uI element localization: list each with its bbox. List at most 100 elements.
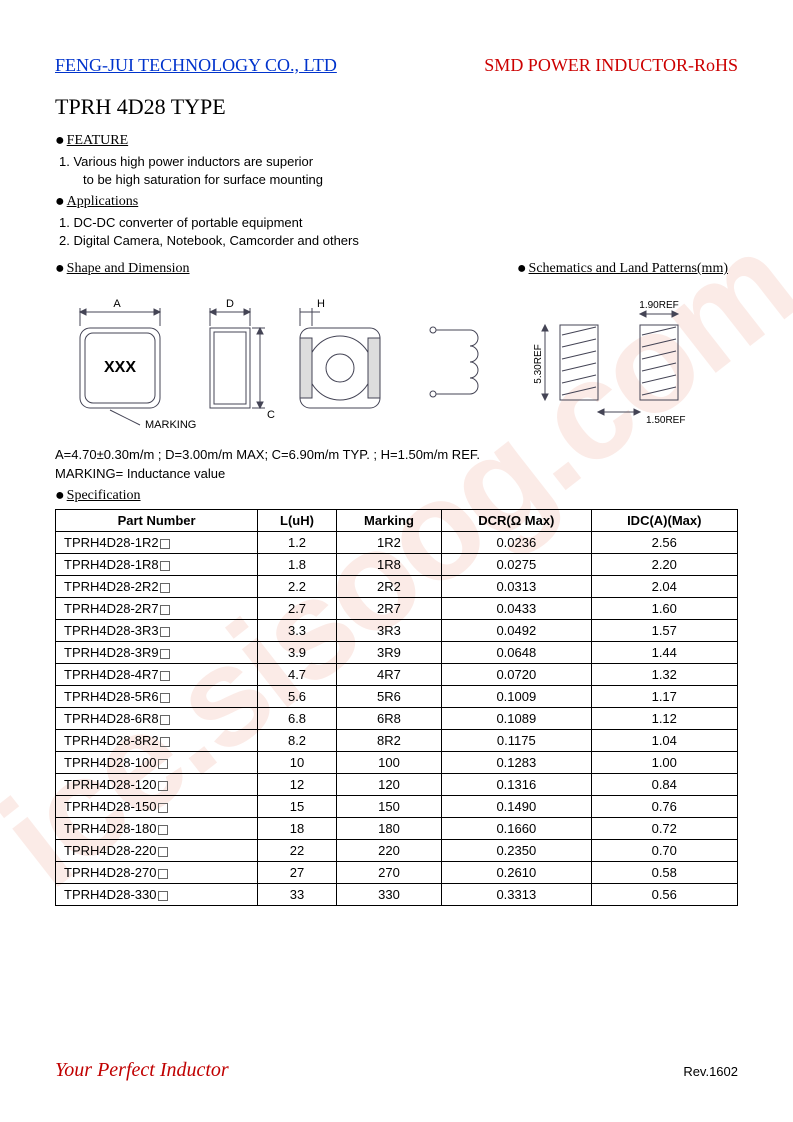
bullet-icon: ● — [55, 193, 65, 211]
feature-heading: ●FEATURE — [55, 132, 738, 150]
bullet-icon: ● — [55, 132, 65, 150]
cell: 22 — [258, 840, 337, 862]
cell: 0.3313 — [442, 884, 591, 906]
table-row: TPRH4D28-270272700.26100.58 — [56, 862, 738, 884]
cell: 5R6 — [336, 686, 441, 708]
footer: Your Perfect Inductor Rev.1602 — [55, 1059, 738, 1082]
cell-part-number: TPRH4D28-2R2 — [56, 576, 258, 598]
cell-part-number: TPRH4D28-4R7 — [56, 664, 258, 686]
table-row: TPRH4D28-150151500.14900.76 — [56, 796, 738, 818]
cell-part-number: TPRH4D28-2R7 — [56, 598, 258, 620]
product-header: SMD POWER INDUCTOR-RoHS — [484, 55, 738, 76]
cell: 8.2 — [258, 730, 337, 752]
cell: 1.12 — [591, 708, 737, 730]
cell: 1.44 — [591, 642, 737, 664]
cell: 10 — [258, 752, 337, 774]
specification-title: Specification — [67, 488, 141, 504]
cell: 6.8 — [258, 708, 337, 730]
cell: 0.0433 — [442, 598, 591, 620]
feature-line-2: to be high saturation for surface mounti… — [83, 172, 738, 187]
header-row: FENG-JUI TECHNOLOGY CO., LTD SMD POWER I… — [55, 55, 738, 76]
shape-title: Shape and Dimension — [67, 261, 190, 277]
cell: 0.56 — [591, 884, 737, 906]
cell-part-number: TPRH4D28-220 — [56, 840, 258, 862]
table-row: TPRH4D28-1R21.21R20.02362.56 — [56, 532, 738, 554]
cell: 2.04 — [591, 576, 737, 598]
cell-part-number: TPRH4D28-8R2 — [56, 730, 258, 752]
cell: 0.0648 — [442, 642, 591, 664]
cell: 0.0313 — [442, 576, 591, 598]
table-row: TPRH4D28-4R74.74R70.07201.32 — [56, 664, 738, 686]
cell: 18 — [258, 818, 337, 840]
schematic-title: Schematics and Land Patterns(mm) — [529, 261, 728, 277]
cell: 2R7 — [336, 598, 441, 620]
cell: 180 — [336, 818, 441, 840]
cell: 3R9 — [336, 642, 441, 664]
col-inductance: L(uH) — [258, 510, 337, 532]
applications-heading: ●Applications — [55, 193, 738, 211]
cell: 15 — [258, 796, 337, 818]
cell-part-number: TPRH4D28-5R6 — [56, 686, 258, 708]
cell: 3.3 — [258, 620, 337, 642]
cell: 120 — [336, 774, 441, 796]
cell-part-number: TPRH4D28-3R3 — [56, 620, 258, 642]
dim-h-label: H — [317, 298, 325, 310]
cell-part-number: TPRH4D28-3R9 — [56, 642, 258, 664]
dim-c-label: C — [267, 409, 275, 421]
marking-label: MARKING — [145, 419, 196, 430]
cell: 33 — [258, 884, 337, 906]
cell: 0.76 — [591, 796, 737, 818]
cell: 1.00 — [591, 752, 737, 774]
cell: 5.6 — [258, 686, 337, 708]
pad-width-label: 1.90REF — [639, 300, 678, 311]
cell: 27 — [258, 862, 337, 884]
cell: 0.0492 — [442, 620, 591, 642]
cell: 0.70 — [591, 840, 737, 862]
cell-part-number: TPRH4D28-150 — [56, 796, 258, 818]
cell: 3R3 — [336, 620, 441, 642]
cell: 0.1316 — [442, 774, 591, 796]
cell: 0.1009 — [442, 686, 591, 708]
table-row: TPRH4D28-2R22.22R20.03132.04 — [56, 576, 738, 598]
cell: 150 — [336, 796, 441, 818]
cell: 0.0275 — [442, 554, 591, 576]
table-row: TPRH4D28-8R28.28R20.11751.04 — [56, 730, 738, 752]
cell-part-number: TPRH4D28-6R8 — [56, 708, 258, 730]
schematic-land-pattern-diagram: 1.90REF 1.50REF 5.30REF — [415, 290, 738, 435]
col-idc: IDC(A)(Max) — [591, 510, 737, 532]
table-row: TPRH4D28-100101000.12831.00 — [56, 752, 738, 774]
cell: 0.58 — [591, 862, 737, 884]
cell: 0.1175 — [442, 730, 591, 752]
table-row: TPRH4D28-5R65.65R60.10091.17 — [56, 686, 738, 708]
table-row: TPRH4D28-1R81.81R80.02752.20 — [56, 554, 738, 576]
dim-a-label: A — [113, 298, 121, 310]
cell: 8R2 — [336, 730, 441, 752]
cell: 330 — [336, 884, 441, 906]
cell: 1R8 — [336, 554, 441, 576]
pad-gap-label: 1.50REF — [646, 415, 685, 426]
cell-part-number: TPRH4D28-180 — [56, 818, 258, 840]
cell: 1.04 — [591, 730, 737, 752]
table-row: TPRH4D28-3R93.93R90.06481.44 — [56, 642, 738, 664]
table-row: TPRH4D28-6R86.86R80.10891.12 — [56, 708, 738, 730]
feature-title: FEATURE — [67, 133, 128, 149]
revision: Rev.1602 — [683, 1064, 738, 1079]
cell: 0.72 — [591, 818, 737, 840]
cell: 220 — [336, 840, 441, 862]
cell: 6R8 — [336, 708, 441, 730]
specification-table: Part Number L(uH) Marking DCR(Ω Max) IDC… — [55, 509, 738, 906]
cell-part-number: TPRH4D28-1R8 — [56, 554, 258, 576]
pad-height-label: 5.30REF — [533, 344, 544, 383]
slogan: Your Perfect Inductor — [55, 1059, 229, 1082]
cell: 2.7 — [258, 598, 337, 620]
applications-line-1: 1. DC-DC converter of portable equipment — [59, 215, 738, 230]
applications-title: Applications — [67, 194, 139, 210]
cell: 12 — [258, 774, 337, 796]
table-row: TPRH4D28-120121200.13160.84 — [56, 774, 738, 796]
cell: 0.84 — [591, 774, 737, 796]
bullet-icon: ● — [55, 487, 65, 505]
type-title: TPRH 4D28 TYPE — [55, 94, 738, 120]
cell: 2.56 — [591, 532, 737, 554]
cell: 0.1660 — [442, 818, 591, 840]
table-row: TPRH4D28-220222200.23500.70 — [56, 840, 738, 862]
